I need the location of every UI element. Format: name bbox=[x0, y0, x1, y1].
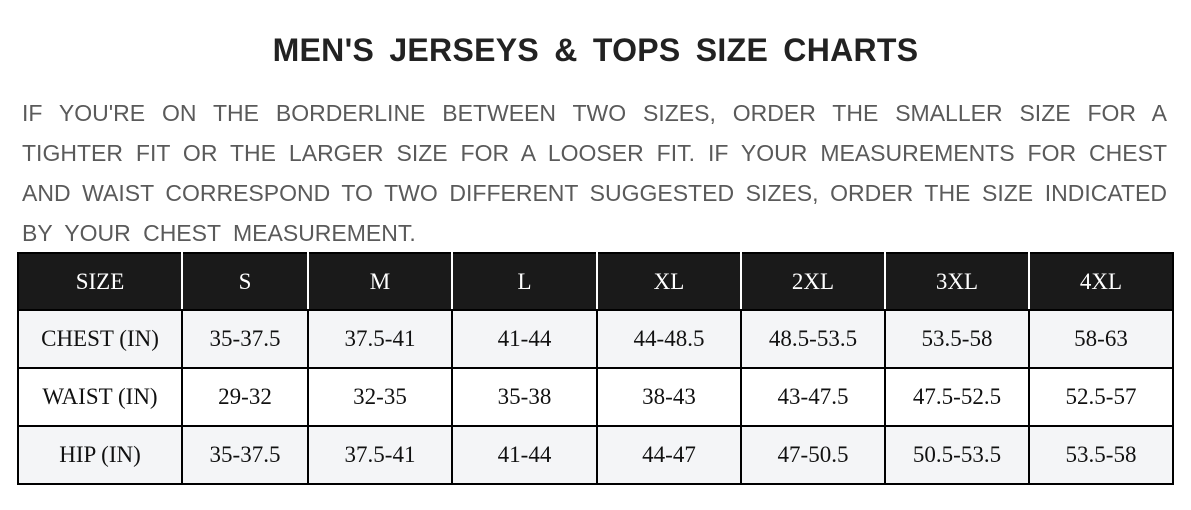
intro-line: AND WAIST CORRESPOND TO TWO DIFFERENT SU… bbox=[22, 180, 1167, 206]
table-cell: 29-32 bbox=[181, 367, 309, 427]
page-title: MEN'S JERSEYS & TOPS SIZE CHARTS bbox=[272, 32, 919, 68]
table-cell: 41-44 bbox=[451, 425, 598, 485]
table-cell: 35-38 bbox=[451, 367, 598, 427]
header-cell: 3XL bbox=[884, 252, 1030, 311]
table-cell: 38-43 bbox=[596, 367, 742, 427]
row-label-cell: WAIST (IN) bbox=[17, 367, 183, 427]
table-cell: 44-47 bbox=[596, 425, 742, 485]
table-cell: 52.5-57 bbox=[1028, 367, 1174, 427]
row-label-cell: CHEST (IN) bbox=[17, 309, 183, 369]
size-chart-table: SIZE S M L XL 2XL 3XL 4XL CHEST (IN) 35-37.5 37.5… bbox=[17, 252, 1174, 485]
table-cell: 37.5-41 bbox=[307, 309, 453, 369]
header-cell: S bbox=[181, 252, 309, 311]
table-row-chest: CHEST (IN) 35-37.5 37.5-41 41-44 44-48.5 48.5… bbox=[17, 309, 1174, 369]
table-row-waist: WAIST (IN) 29-32 32-35 35-38 38-43 43-47.5 47.… bbox=[17, 367, 1174, 427]
table-cell: 37.5-41 bbox=[307, 425, 453, 485]
table-cell: 43-47.5 bbox=[740, 367, 886, 427]
header-cell: XL bbox=[596, 252, 742, 311]
table-cell: 50.5-53.5 bbox=[884, 425, 1030, 485]
table-cell: 32-35 bbox=[307, 367, 453, 427]
table-cell: 41-44 bbox=[451, 309, 598, 369]
header-cell: 2XL bbox=[740, 252, 886, 311]
intro-line: BY YOUR CHEST MEASUREMENT. bbox=[22, 220, 416, 246]
table-cell: 35-37.5 bbox=[181, 309, 309, 369]
table-cell: 58-63 bbox=[1028, 309, 1174, 369]
header-cell-size: SIZE bbox=[17, 252, 183, 311]
table-cell: 53.5-58 bbox=[884, 309, 1030, 369]
table-cell: 53.5-58 bbox=[1028, 425, 1174, 485]
table-row-hip: HIP (IN) 35-37.5 37.5-41 41-44 44-47 47-50.5 5… bbox=[17, 425, 1174, 485]
table-cell: 44-48.5 bbox=[596, 309, 742, 369]
row-label-cell: HIP (IN) bbox=[17, 425, 183, 485]
header-cell: 4XL bbox=[1028, 252, 1174, 311]
size-advice-paragraph: IF YOU'RE ON THE BORDERLINE BETWEEN TWO … bbox=[22, 96, 1167, 256]
table-cell: 48.5-53.5 bbox=[740, 309, 886, 369]
table-cell: 47.5-52.5 bbox=[884, 367, 1030, 427]
header-cell: M bbox=[307, 252, 453, 311]
intro-line: IF YOU'RE ON THE BORDERLINE BETWEEN TWO … bbox=[22, 100, 1167, 126]
intro-line: TIGHTER FIT OR THE LARGER SIZE FOR A LOO… bbox=[22, 140, 1167, 166]
table-cell: 35-37.5 bbox=[181, 425, 309, 485]
table-header-row: SIZE S M L XL 2XL 3XL 4XL bbox=[17, 252, 1174, 311]
header-cell: L bbox=[451, 252, 598, 311]
table-cell: 47-50.5 bbox=[740, 425, 886, 485]
